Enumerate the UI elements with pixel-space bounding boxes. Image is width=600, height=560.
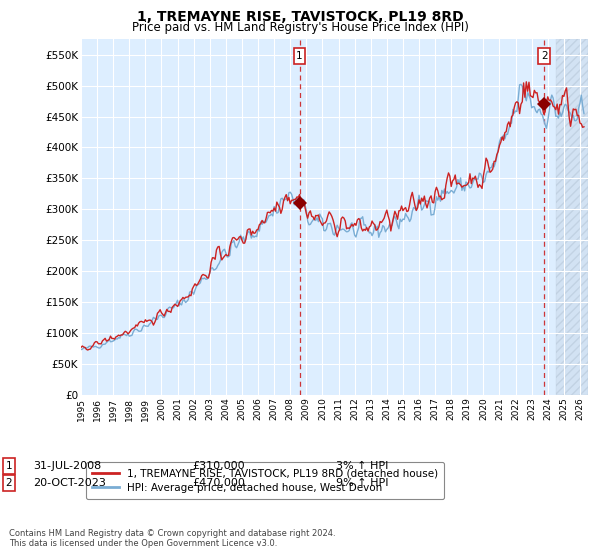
Text: £470,000: £470,000 [192,478,245,488]
Text: This data is licensed under the Open Government Licence v3.0.: This data is licensed under the Open Gov… [9,539,277,548]
Text: 2: 2 [541,51,548,61]
Bar [556,39,588,395]
Legend: 1, TREMAYNE RISE, TAVISTOCK, PL19 8RD (detached house), HPI: Average price, deta: 1, TREMAYNE RISE, TAVISTOCK, PL19 8RD (d… [86,462,444,499]
Text: 9% ↑ HPI: 9% ↑ HPI [336,478,389,488]
Text: £310,000: £310,000 [192,461,245,471]
Text: 31-JUL-2008: 31-JUL-2008 [33,461,101,471]
Text: 20-OCT-2023: 20-OCT-2023 [33,478,106,488]
Text: Price paid vs. HM Land Registry's House Price Index (HPI): Price paid vs. HM Land Registry's House … [131,21,469,34]
Text: 1, TREMAYNE RISE, TAVISTOCK, PL19 8RD: 1, TREMAYNE RISE, TAVISTOCK, PL19 8RD [137,10,463,24]
Bar [556,39,588,395]
Text: 1: 1 [5,461,13,471]
Text: Contains HM Land Registry data © Crown copyright and database right 2024.: Contains HM Land Registry data © Crown c… [9,529,335,538]
Text: 2: 2 [5,478,13,488]
Text: 3% ↑ HPI: 3% ↑ HPI [336,461,388,471]
Text: 1: 1 [296,51,303,61]
